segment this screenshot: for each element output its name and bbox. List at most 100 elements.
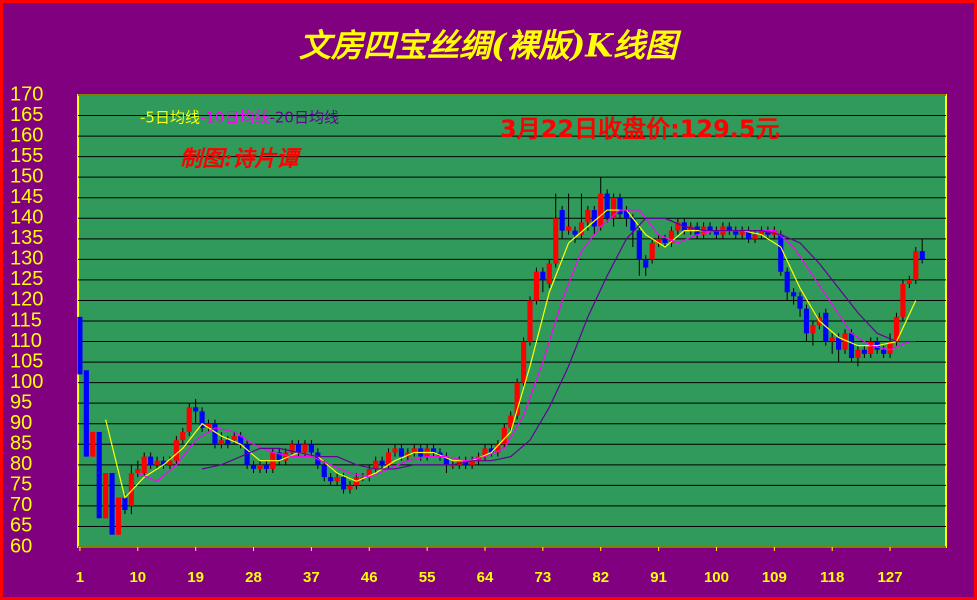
candle-body xyxy=(115,497,122,535)
candle-body xyxy=(887,341,893,354)
candle-body xyxy=(508,415,514,428)
y-tick-label: 105 xyxy=(10,350,43,372)
annotation: 3月22日收盘价:129.5元 xyxy=(500,115,780,143)
credit: 制图:诗片谭 xyxy=(180,146,303,172)
x-tick-label: 64 xyxy=(477,569,494,586)
ma-line xyxy=(201,217,916,470)
candle-body xyxy=(829,337,835,342)
candle-body xyxy=(199,411,205,428)
candle-body xyxy=(778,234,784,272)
candle-body xyxy=(604,193,610,219)
candle-body xyxy=(540,271,546,280)
candle-body xyxy=(758,230,765,235)
y-tick-label: 95 xyxy=(10,391,32,413)
candle-body xyxy=(218,440,224,445)
candle-body xyxy=(739,230,745,235)
candle-body xyxy=(726,226,732,231)
candle-body xyxy=(405,452,411,457)
candle-body xyxy=(83,370,89,457)
candle-body xyxy=(257,464,263,469)
candle-body xyxy=(103,473,109,519)
candle-body xyxy=(855,349,861,358)
candle-body xyxy=(707,226,713,231)
candle-body xyxy=(572,230,578,235)
candle-body xyxy=(598,193,604,227)
candle-body xyxy=(392,448,398,453)
y-tick-label: 90 xyxy=(10,412,32,434)
candle-body xyxy=(475,456,482,461)
candle-body xyxy=(810,325,816,334)
x-tick-label: 19 xyxy=(187,569,204,586)
y-tick-label: 115 xyxy=(10,309,42,331)
candle-body xyxy=(566,226,572,231)
x-tick-label: 28 xyxy=(245,569,262,586)
candle-body xyxy=(244,444,250,465)
candle-body xyxy=(617,197,623,215)
candle-body xyxy=(803,308,810,334)
candle-body xyxy=(553,218,559,264)
candle-body xyxy=(167,460,173,465)
y-tick-label: 145 xyxy=(10,186,43,208)
candle-body xyxy=(456,460,462,465)
y-tick-label: 100 xyxy=(10,371,43,393)
candle-body xyxy=(180,431,186,441)
candle-body xyxy=(385,452,392,465)
x-tick-label: 1 xyxy=(76,569,84,586)
candle-body xyxy=(334,477,340,482)
candle-body xyxy=(340,477,347,490)
candle-body xyxy=(611,197,617,219)
candle-body xyxy=(328,477,334,482)
candle-body xyxy=(900,284,906,317)
ma-line xyxy=(105,209,917,499)
candle-body xyxy=(450,464,456,467)
candle-body xyxy=(713,230,720,235)
candle-body xyxy=(791,292,797,297)
candle-body xyxy=(160,460,167,465)
legend-entry: -5日均线 xyxy=(140,109,200,127)
candle-body xyxy=(463,460,469,465)
candle-body xyxy=(893,316,900,342)
y-tick-label: 155 xyxy=(10,145,43,167)
candle-body xyxy=(173,440,179,461)
candle-body xyxy=(154,460,160,465)
x-tick-label: 109 xyxy=(762,569,787,586)
candle-body xyxy=(231,436,237,441)
legend: -5日均线 -10日均线 -20日均线 xyxy=(140,109,339,127)
candle-body xyxy=(411,448,417,453)
candle-body xyxy=(238,436,244,445)
candle-body xyxy=(366,468,372,478)
chart-title: 文房四宝丝绸(裸版)K线图 xyxy=(299,27,682,65)
candle-body xyxy=(559,210,565,231)
y-tick-label: 60 xyxy=(10,535,32,557)
y-tick-label: 170 xyxy=(10,83,43,105)
candle-body xyxy=(784,271,790,293)
y-tick-label: 75 xyxy=(10,474,32,496)
candle-body xyxy=(315,452,321,465)
candle-body xyxy=(295,444,302,453)
candle-body xyxy=(109,473,115,535)
candle-body xyxy=(283,452,289,461)
y-tick-label: 140 xyxy=(10,207,43,229)
candle-body xyxy=(276,452,282,461)
x-tick-label: 73 xyxy=(535,569,552,586)
candle-body xyxy=(881,349,887,354)
y-tick-label: 160 xyxy=(10,124,43,146)
candle-body xyxy=(128,473,134,506)
y-tick-label: 130 xyxy=(10,248,43,270)
legend-entry: -20日均线 xyxy=(269,109,339,127)
candle-body xyxy=(501,427,507,445)
candle-body xyxy=(122,497,128,511)
candle-body xyxy=(746,230,752,239)
candle-body xyxy=(842,333,848,350)
x-tick-label: 37 xyxy=(303,569,320,586)
candle-body xyxy=(643,259,649,268)
candle-body xyxy=(546,263,552,285)
candle-body xyxy=(668,230,675,243)
candle-body xyxy=(533,271,540,301)
candle-body xyxy=(656,238,662,243)
candle-body xyxy=(141,456,147,474)
candle-body xyxy=(186,407,192,432)
x-tick-label: 46 xyxy=(361,569,378,586)
candle-body xyxy=(302,444,308,453)
